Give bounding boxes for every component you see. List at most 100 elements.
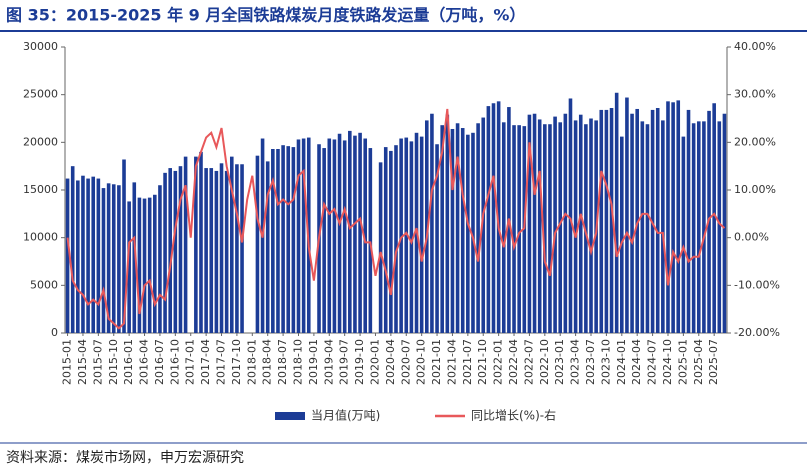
bar bbox=[183, 156, 188, 333]
x-tick-label: 2021-01 bbox=[430, 339, 443, 385]
bar bbox=[265, 161, 270, 333]
bar bbox=[194, 156, 198, 333]
x-tick-label: 2015-07 bbox=[91, 339, 104, 385]
x-tick-label: 2025-01 bbox=[676, 339, 689, 385]
x-tick-label: 2023-01 bbox=[553, 339, 566, 385]
bar bbox=[435, 144, 439, 333]
bar bbox=[630, 113, 634, 333]
bar bbox=[620, 136, 624, 333]
bar bbox=[419, 136, 424, 333]
bar bbox=[168, 168, 172, 333]
bar bbox=[512, 125, 516, 333]
bar bbox=[332, 139, 337, 333]
x-tick-label: 2016-10 bbox=[168, 339, 181, 385]
bar bbox=[532, 113, 537, 333]
bar bbox=[322, 148, 326, 333]
y-tick-label: 25000 bbox=[23, 88, 58, 101]
y2-tick-label: 10.00% bbox=[734, 183, 776, 196]
bar bbox=[394, 145, 398, 333]
x-tick-label: 2022-04 bbox=[507, 339, 520, 385]
x-tick-label: 2017-01 bbox=[184, 339, 197, 385]
bar bbox=[101, 188, 106, 333]
bar bbox=[76, 180, 80, 333]
bar bbox=[163, 172, 167, 333]
bar bbox=[296, 139, 301, 333]
y-tick-label: 10000 bbox=[23, 231, 58, 244]
bar bbox=[70, 166, 75, 333]
bar bbox=[491, 103, 496, 333]
bar bbox=[671, 102, 675, 333]
bar bbox=[399, 138, 403, 333]
bar bbox=[81, 175, 85, 333]
x-tick-label: 2021-07 bbox=[461, 339, 474, 385]
bar bbox=[614, 92, 619, 333]
bar bbox=[537, 119, 542, 333]
bar bbox=[342, 140, 347, 333]
bar bbox=[240, 164, 244, 333]
bar bbox=[527, 114, 532, 333]
bar bbox=[271, 149, 275, 333]
legend-label: 同比增长(%)-右 bbox=[471, 408, 556, 423]
x-tick-label: 2018-04 bbox=[261, 339, 274, 385]
x-tick-label: 2018-07 bbox=[276, 339, 289, 385]
bar bbox=[676, 100, 681, 334]
bar bbox=[599, 109, 604, 333]
bar bbox=[122, 159, 126, 333]
bar bbox=[199, 151, 203, 333]
bar bbox=[378, 162, 383, 333]
x-tick-label: 2020-10 bbox=[415, 339, 428, 385]
bar bbox=[563, 113, 568, 333]
bar bbox=[609, 108, 614, 333]
x-tick-label: 2022-10 bbox=[538, 339, 551, 385]
bar bbox=[589, 118, 593, 333]
bar bbox=[409, 141, 414, 333]
bar bbox=[522, 126, 527, 333]
bar bbox=[681, 136, 686, 333]
x-tick-label: 2017-04 bbox=[199, 339, 212, 385]
bar bbox=[368, 148, 373, 333]
bar bbox=[353, 135, 357, 333]
x-tick-label: 2023-04 bbox=[569, 339, 582, 385]
bar bbox=[281, 145, 285, 333]
x-tick-label: 2021-10 bbox=[476, 339, 489, 385]
x-tick-label: 2017-07 bbox=[215, 339, 228, 385]
chart-title: 图 35：2015-2025 年 9 月全国铁路煤炭月度铁路发运量（万吨，%） bbox=[6, 6, 525, 25]
bar bbox=[655, 108, 660, 333]
bar bbox=[691, 123, 696, 334]
bar bbox=[578, 114, 583, 333]
bar bbox=[604, 109, 609, 333]
bar bbox=[712, 103, 716, 333]
bar bbox=[291, 147, 296, 333]
y-tick-label: 20000 bbox=[23, 135, 58, 148]
y-tick-label: 0 bbox=[51, 326, 58, 339]
bar bbox=[286, 146, 291, 333]
bar bbox=[348, 130, 352, 333]
bar bbox=[117, 185, 121, 333]
bar bbox=[573, 120, 578, 333]
bar bbox=[696, 121, 701, 333]
bar bbox=[466, 134, 470, 333]
x-tick-label: 2020-07 bbox=[399, 339, 412, 385]
bar bbox=[178, 166, 183, 333]
bar bbox=[142, 198, 147, 333]
bar bbox=[276, 149, 280, 333]
bar bbox=[424, 120, 429, 333]
y2-tick-label: 30.00% bbox=[734, 88, 776, 101]
legend-label: 当月值(万吨) bbox=[311, 408, 380, 423]
bar bbox=[722, 113, 727, 333]
bar bbox=[219, 163, 224, 333]
bar bbox=[214, 170, 219, 333]
bar bbox=[625, 97, 629, 333]
bar bbox=[337, 133, 342, 333]
bar bbox=[450, 128, 455, 333]
x-tick-label: 2023-10 bbox=[599, 339, 612, 385]
x-tick-label: 2015-10 bbox=[107, 339, 120, 385]
bar bbox=[91, 176, 96, 333]
bar bbox=[358, 132, 362, 333]
x-tick-label: 2016-01 bbox=[122, 339, 135, 385]
bar bbox=[460, 128, 465, 333]
bar bbox=[661, 120, 665, 333]
bar bbox=[158, 185, 162, 333]
bar bbox=[543, 124, 547, 333]
bar bbox=[383, 147, 388, 333]
